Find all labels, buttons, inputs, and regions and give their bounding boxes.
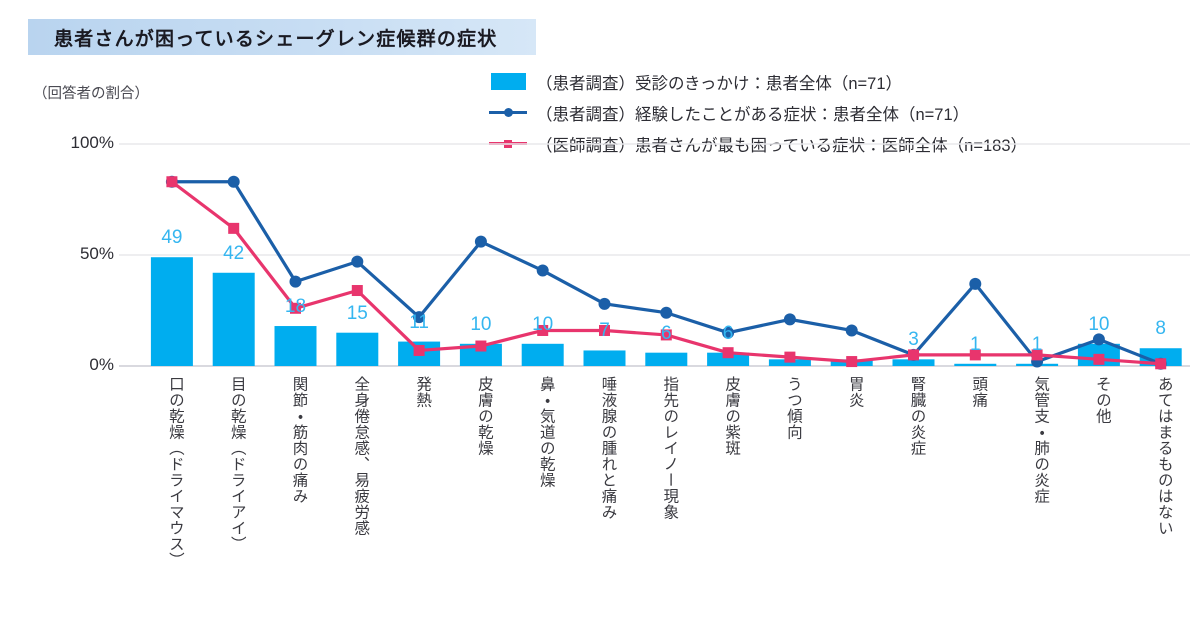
line-marker-square-14[interactable] — [1031, 349, 1043, 361]
line-marker-circle-5[interactable] — [474, 235, 487, 248]
x-category-label-2: 関節・筋肉の痛み — [290, 376, 308, 504]
chart-legend: （患者調査）受診のきっかけ：患者全体（n=71） （患者調査）経験したことがある… — [487, 66, 1193, 159]
x-category-label-1: 目の乾燥（ドライアイ） — [228, 376, 246, 552]
bar-value-label-12: 3 — [908, 329, 919, 351]
bar-7[interactable] — [583, 350, 626, 366]
bar-value-label-14: 1 — [1031, 333, 1043, 355]
bar-1[interactable] — [212, 272, 255, 366]
line-marker-circle-4[interactable] — [413, 311, 426, 324]
line-marker-circle-9[interactable] — [722, 326, 735, 339]
x-category-label-16: あてはまるものはない — [1155, 376, 1173, 536]
line-marker-square-6[interactable] — [537, 324, 549, 336]
bar-value-label-15: 10 — [1088, 313, 1110, 335]
y-tick-100pct: 100% — [70, 133, 114, 152]
page-title: 患者さんが困っているシェーグレン症候群の症状 — [54, 28, 498, 50]
bar-value-label-9: 6 — [722, 322, 734, 344]
y-axis-unit-note: （回答者の割合） — [33, 86, 149, 102]
line-marker-square-16[interactable] — [1155, 358, 1167, 370]
bar-0[interactable] — [150, 257, 193, 366]
x-axis-category-labels: 口の乾燥（ドライマウス） 目の乾燥（ドライアイ） 関節・筋肉の痛み 全身倦怠感、易疲労… — [141, 376, 1191, 616]
y-tick-0pct: 0% — [89, 355, 114, 374]
legend-item-label: （患者調査）経験したことがある症状：患者全体（n=71） — [536, 105, 970, 124]
line-marker-square-3[interactable] — [351, 285, 363, 297]
line-marker-square-8[interactable] — [660, 329, 672, 341]
x-category-label-3: 全身倦怠感、易疲労感 — [352, 376, 370, 536]
x-category-label-12: 腎臓の炎症 — [908, 376, 926, 456]
bar-value-label-8: 6 — [661, 322, 672, 344]
line-marker-circle-6[interactable] — [536, 264, 549, 277]
bar-2[interactable] — [274, 326, 317, 366]
bar-13[interactable] — [954, 363, 997, 366]
bar-5[interactable] — [459, 343, 502, 366]
bar-8[interactable] — [645, 352, 688, 366]
x-category-label-0: 口の乾燥（ドライマウス） — [166, 376, 184, 568]
bar-10[interactable] — [768, 359, 811, 366]
line-marker-circle-13[interactable] — [969, 277, 982, 290]
line-marker-circle-2[interactable] — [289, 275, 302, 288]
x-category-label-4: 発熱 — [414, 376, 432, 408]
bar-value-label-3: 15 — [346, 302, 368, 324]
line-marker-circle-11[interactable] — [845, 324, 858, 337]
bar-value-label-6: 10 — [532, 313, 554, 335]
x-category-label-7: 唾液腺の腫れと痛み — [599, 376, 617, 520]
line-marker-square-5[interactable] — [475, 340, 487, 352]
line-marker-square-15[interactable] — [1093, 353, 1105, 365]
x-category-label-8: 指先のレイノー現象 — [661, 376, 679, 520]
bar-value-label-16: 8 — [1155, 318, 1166, 340]
bar-12[interactable] — [892, 359, 935, 366]
line-marker-circle-15[interactable] — [1092, 333, 1105, 346]
line-marker-circle-10[interactable] — [783, 313, 796, 326]
y-tick-50pct: 50% — [79, 244, 114, 263]
bar-value-label-2: 18 — [284, 296, 307, 318]
line-marker-square-4[interactable] — [413, 344, 425, 356]
line-marker-square-0[interactable] — [166, 176, 178, 188]
bar-value-label-0: 49 — [161, 227, 183, 249]
bar-value-label-5: 10 — [470, 313, 492, 335]
line-marker-square-11[interactable] — [846, 356, 858, 368]
bar-9[interactable] — [707, 352, 750, 366]
x-category-label-11: 胃炎 — [846, 376, 864, 408]
bar-value-label-7: 7 — [599, 320, 610, 342]
bar-6[interactable] — [521, 343, 564, 366]
legend-item-label: （医師調査）患者さんが最も困っている症状：医師全体（n=183） — [536, 136, 1028, 155]
chart-title-banner: 患者さんが困っているシェーグレン症候群の症状 — [28, 19, 536, 55]
line-marker-circle-7[interactable] — [598, 297, 611, 310]
legend-item-line-blue[interactable]: （患者調査）経験したことがある症状：患者全体（n=71） — [487, 97, 1193, 128]
x-category-label-10: うつ傾向 — [784, 376, 802, 440]
bar-value-label-4: 11 — [409, 311, 429, 333]
line-marker-square-12[interactable] — [908, 349, 919, 361]
line-marker-square-9[interactable] — [722, 347, 734, 359]
legend-item-label: （患者調査）受診のきっかけ：患者全体（n=71） — [536, 74, 903, 93]
legend-line-circle-icon — [487, 97, 529, 128]
bar-value-label-1: 42 — [223, 242, 245, 264]
line-marker-circle-1[interactable] — [227, 175, 240, 188]
x-category-label-5: 皮膚の乾燥 — [475, 376, 493, 456]
line-marker-square-1[interactable] — [228, 222, 240, 234]
x-category-label-13: 頭痛 — [970, 376, 988, 408]
bar-3[interactable] — [336, 332, 379, 366]
line-marker-square-10[interactable] — [784, 351, 796, 363]
line-marker-square-7[interactable] — [599, 324, 610, 336]
line-marker-square-13[interactable] — [969, 349, 981, 361]
x-category-label-14: 気管支・肺の炎症 — [1032, 376, 1050, 504]
line-marker-circle-3[interactable] — [351, 255, 364, 268]
bar-value-label-13: 1 — [970, 333, 981, 355]
x-category-label-9: 皮膚の紫斑 — [723, 376, 741, 456]
line-marker-circle-8[interactable] — [660, 306, 673, 319]
legend-item-bar[interactable]: （患者調査）受診のきっかけ：患者全体（n=71） — [487, 66, 1193, 97]
line-marker-square-2[interactable] — [290, 302, 301, 314]
x-category-label-15: その他 — [1093, 376, 1111, 424]
x-category-label-6: 鼻・気道の乾燥 — [537, 376, 555, 488]
